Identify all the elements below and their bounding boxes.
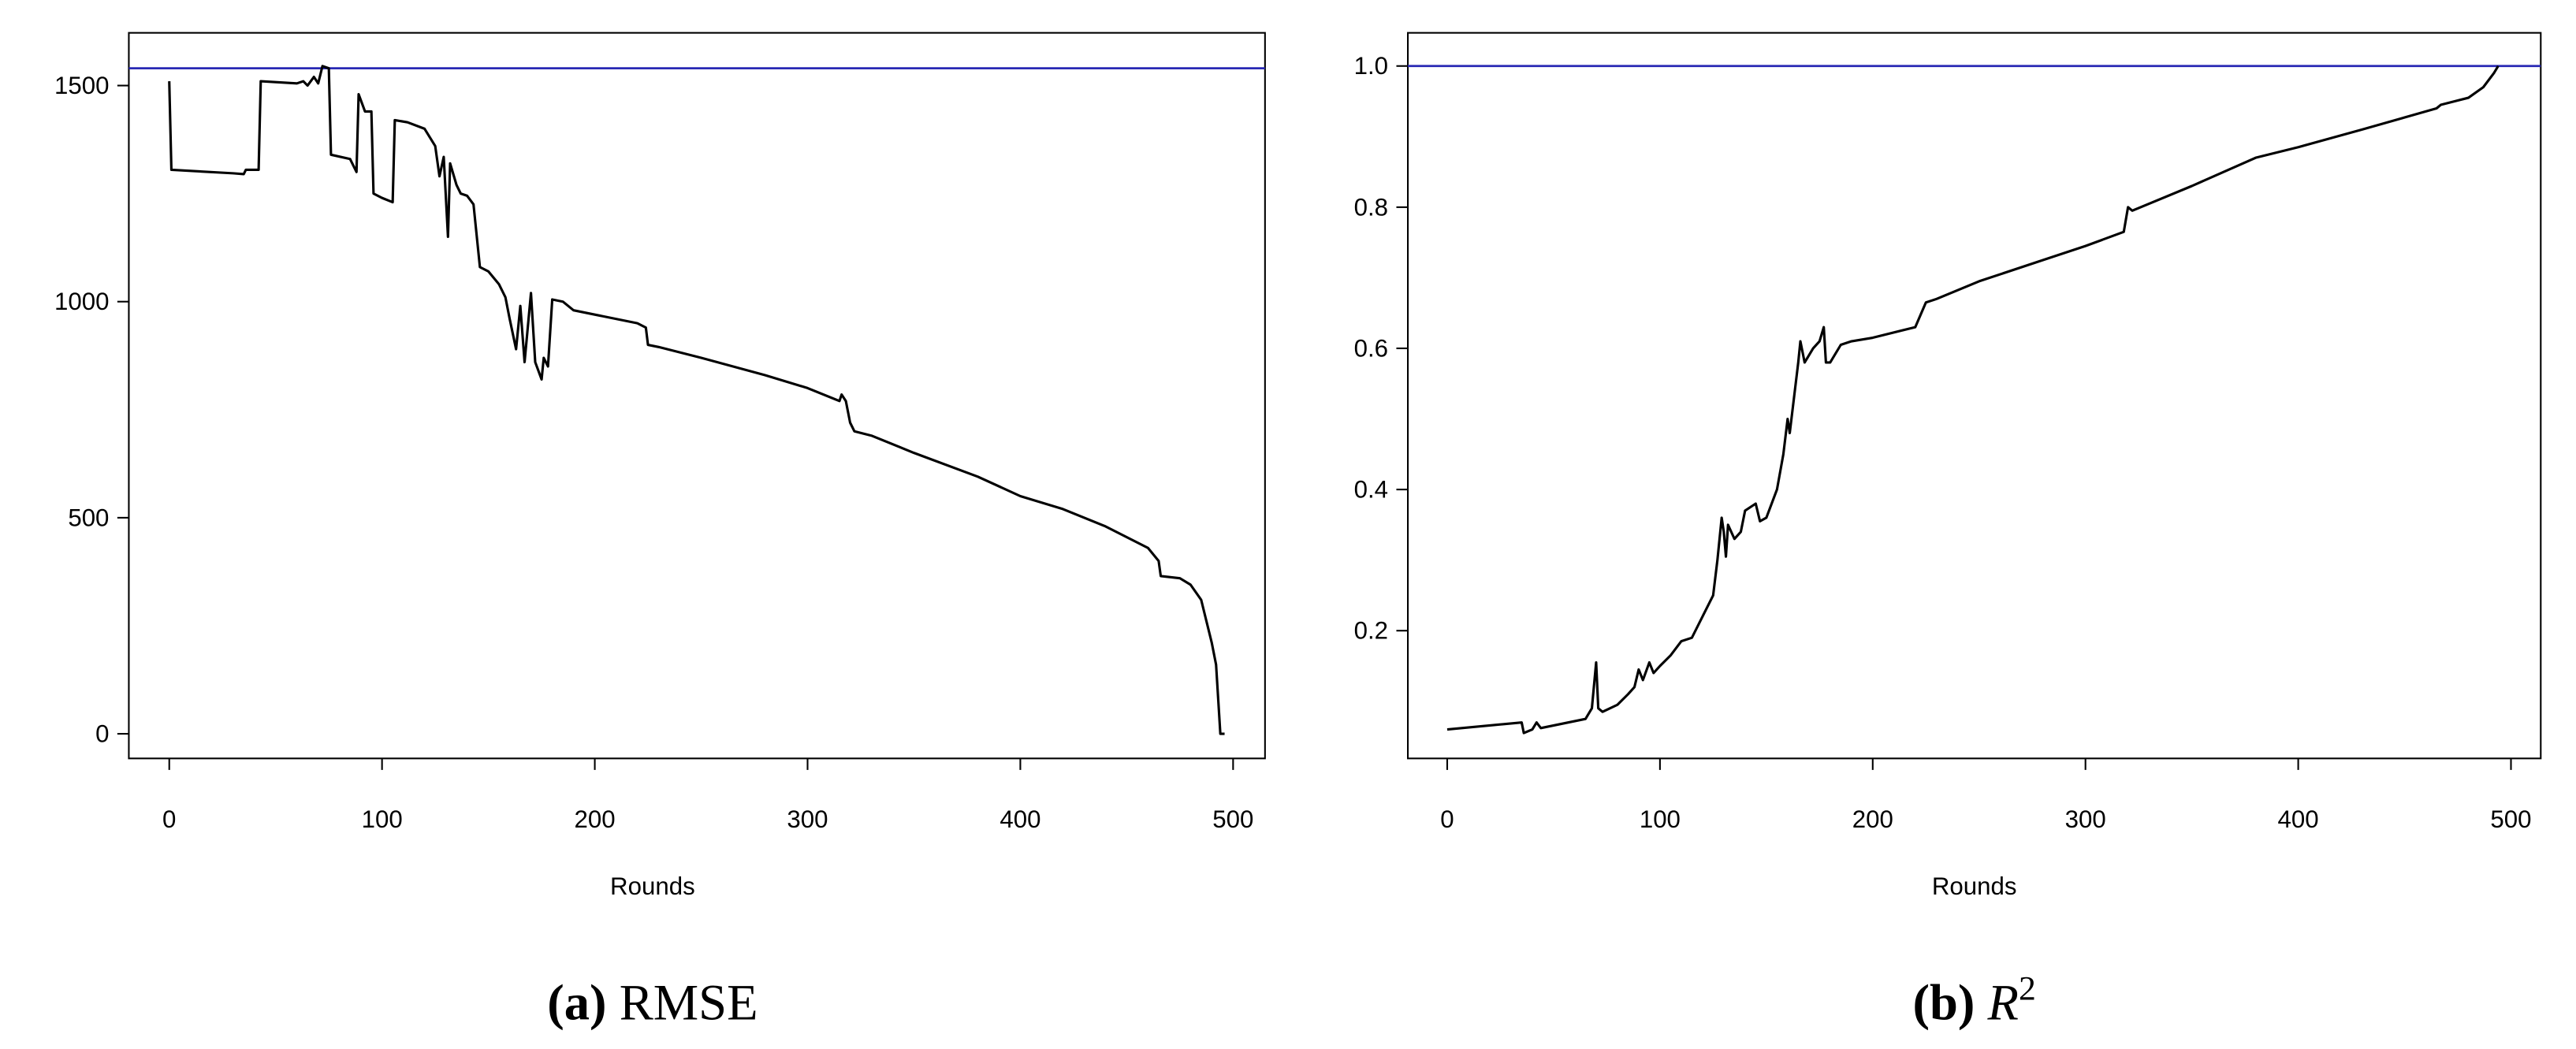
caption-label: (b) xyxy=(1912,974,1975,1031)
caption-metric: R xyxy=(1987,974,2019,1031)
y-tick-label: 500 xyxy=(68,504,109,531)
data-line xyxy=(168,65,1225,735)
y-tick-label: 0.2 xyxy=(1354,617,1388,645)
caption-superscript: 2 xyxy=(2019,970,2036,1008)
plot-frame xyxy=(1407,32,2542,760)
x-tick-label: 100 xyxy=(362,805,403,833)
plot-frame xyxy=(128,32,1266,760)
x-tick-label: 400 xyxy=(1000,805,1040,833)
x-tick-label: 300 xyxy=(787,805,828,833)
x-tick-label: 0 xyxy=(162,805,176,833)
x-tick-label: 400 xyxy=(2278,805,2319,833)
y-tick-label: 1.0 xyxy=(1354,52,1388,80)
caption-space xyxy=(607,974,620,1031)
x-axis-label: Rounds xyxy=(1932,872,2017,900)
x-tick-label: 500 xyxy=(2490,805,2531,833)
y-tick-label: 0.6 xyxy=(1354,334,1388,362)
x-axis-label: Rounds xyxy=(610,872,695,900)
caption-space xyxy=(1975,974,1987,1031)
x-tick-label: 500 xyxy=(1212,805,1253,833)
x-tick-label: 200 xyxy=(575,805,616,833)
chart: 0 100 200 300 400 500 0 500 1000 1500 Rounds (a) RM… xyxy=(54,32,1266,1031)
data-line xyxy=(1446,65,2500,735)
y-tick-label: 1500 xyxy=(54,72,109,99)
y-tick-label: 0.4 xyxy=(1354,476,1388,504)
y-tick-label: 0 xyxy=(95,720,109,747)
caption: (b) R2 xyxy=(1912,970,2035,1031)
caption: (a) RMSE xyxy=(547,974,758,1031)
y-tick-label: 1000 xyxy=(54,288,109,315)
x-tick-label: 200 xyxy=(1852,805,1893,833)
x-tick-label: 0 xyxy=(1440,805,1454,833)
caption-metric: RMSE xyxy=(620,974,758,1031)
x-tick-label: 100 xyxy=(1640,805,1681,833)
y-tick-label: 0.8 xyxy=(1354,193,1388,221)
caption-label: (a) xyxy=(547,974,606,1031)
chart: 0 100 200 300 400 500 0.2 0.4 0.6 0.8 1.0 Rounds (b)… xyxy=(1354,32,2542,1031)
x-tick-label: 300 xyxy=(2065,805,2106,833)
